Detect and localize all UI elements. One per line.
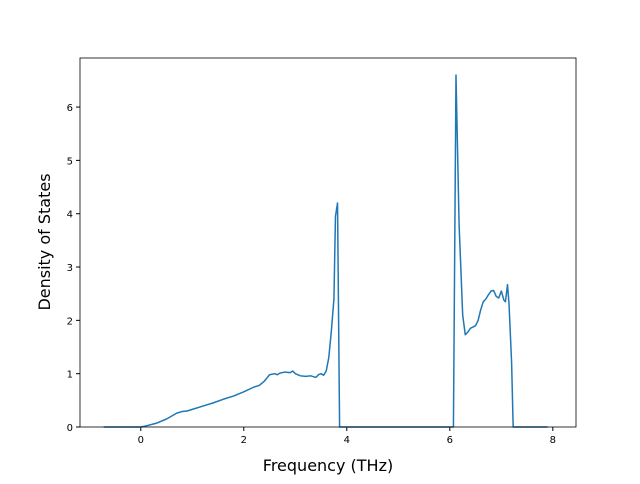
x-tick-label: 0 [138, 435, 144, 446]
x-tick-label: 4 [344, 435, 350, 446]
x-tick-label: 6 [447, 435, 453, 446]
y-axis-label: Density of States [35, 173, 54, 310]
y-tick-label: 1 [67, 370, 73, 381]
y-tick-label: 5 [67, 156, 73, 167]
y-tick-label: 2 [67, 316, 73, 327]
x-tick-label: 8 [550, 435, 556, 446]
y-tick-label: 6 [67, 103, 73, 114]
x-axis-label: Frequency (THz) [263, 456, 393, 475]
y-tick-label: 4 [67, 210, 73, 221]
plot-frame [79, 57, 577, 428]
x-tick-label: 2 [241, 435, 247, 446]
line-series [103, 74, 548, 428]
y-tick-label: 3 [67, 263, 73, 274]
y-tick-label: 0 [67, 423, 73, 434]
